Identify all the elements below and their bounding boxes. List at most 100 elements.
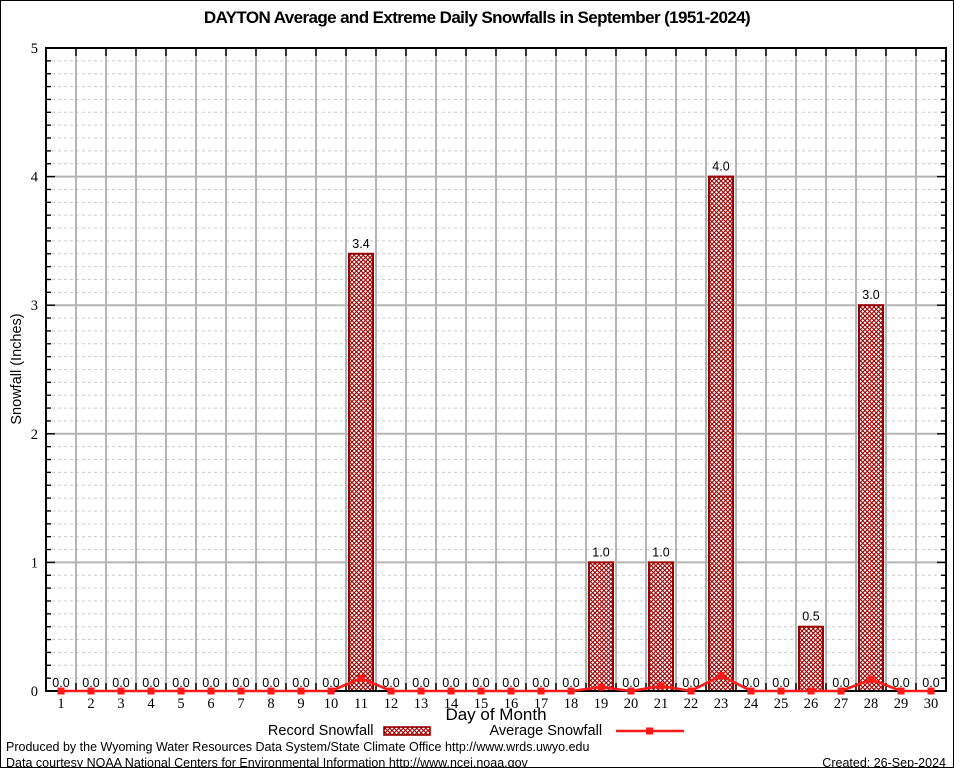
svg-text:2: 2 — [31, 427, 38, 443]
avg-marker-day-27 — [837, 687, 845, 695]
avg-marker-day-14 — [447, 687, 455, 695]
svg-text:0.0: 0.0 — [532, 676, 549, 690]
svg-text:25: 25 — [774, 696, 789, 712]
average-line-icon — [616, 727, 685, 735]
svg-text:4.0: 4.0 — [712, 160, 729, 174]
svg-text:0.0: 0.0 — [412, 676, 429, 690]
avg-marker-day-30 — [927, 687, 935, 695]
record-bar-day-19 — [588, 561, 614, 693]
average-line — [61, 674, 931, 693]
svg-text:2: 2 — [87, 696, 94, 712]
svg-text:0.0: 0.0 — [772, 676, 789, 690]
footer-produced-by: Produced by the Wyoming Water Resources … — [6, 740, 590, 754]
svg-text:19: 19 — [594, 696, 609, 712]
legend-record-label: Record Snowfall — [267, 723, 374, 739]
avg-marker-day-3 — [117, 687, 125, 695]
avg-marker-day-7 — [237, 687, 245, 695]
svg-text:1: 1 — [57, 696, 64, 712]
svg-text:13: 13 — [414, 696, 429, 712]
created-date: Created: 26-Sep-2024 — [822, 756, 946, 768]
svg-text:23: 23 — [714, 696, 729, 712]
svg-text:7: 7 — [237, 696, 244, 712]
svg-text:14: 14 — [444, 696, 459, 712]
avg-marker-day-20 — [627, 687, 635, 695]
svg-text:0.0: 0.0 — [112, 676, 129, 690]
svg-text:21: 21 — [654, 696, 669, 712]
svg-text:9: 9 — [297, 696, 304, 712]
svg-text:3.0: 3.0 — [862, 288, 879, 302]
avg-marker-day-9 — [297, 687, 305, 695]
avg-marker-day-10 — [327, 687, 335, 695]
svg-text:6: 6 — [207, 696, 214, 712]
svg-text:17: 17 — [534, 696, 549, 712]
avg-marker-day-22 — [687, 687, 695, 695]
avg-marker-day-12 — [387, 687, 395, 695]
avg-marker-day-5 — [177, 687, 185, 695]
svg-text:8: 8 — [267, 696, 274, 712]
svg-text:0.0: 0.0 — [442, 676, 459, 690]
svg-text:4: 4 — [147, 696, 155, 712]
svg-text:3: 3 — [31, 298, 38, 314]
svg-text:0: 0 — [31, 684, 38, 700]
svg-text:30: 30 — [924, 696, 939, 712]
svg-text:0.0: 0.0 — [52, 676, 69, 690]
footer-data-courtesy: Data courtesy NOAA National Centers for … — [6, 756, 528, 768]
svg-text:0.0: 0.0 — [922, 676, 939, 690]
avg-marker-day-1 — [57, 687, 65, 695]
svg-text:20: 20 — [624, 696, 639, 712]
record-swatch-icon — [383, 726, 432, 736]
svg-text:0.0: 0.0 — [832, 676, 849, 690]
y-tick-labels: 0 1 2 3 4 5 — [31, 41, 39, 700]
avg-marker-day-18 — [567, 687, 575, 695]
avg-marker-day-11 — [357, 674, 365, 682]
svg-text:5: 5 — [31, 41, 38, 57]
svg-text:3.4: 3.4 — [352, 237, 369, 251]
avg-marker-day-15 — [477, 687, 485, 695]
avg-marker-day-24 — [747, 687, 755, 695]
avg-marker-day-16 — [507, 687, 515, 695]
avg-marker-day-8 — [267, 687, 275, 695]
x-tick-labels: 1 2 3 4 5 6 7 8 9 10 11 12 13 14 15 16 17 18 19 20 21 22 23 24 2… — [57, 696, 938, 712]
avg-marker-day-21 — [657, 682, 665, 690]
svg-text:0.0: 0.0 — [682, 676, 699, 690]
svg-text:18: 18 — [564, 696, 579, 712]
svg-text:11: 11 — [354, 696, 368, 712]
svg-text:26: 26 — [804, 696, 819, 712]
svg-text:0.0: 0.0 — [562, 676, 579, 690]
svg-text:0.0: 0.0 — [502, 676, 519, 690]
svg-text:0.0: 0.0 — [262, 676, 279, 690]
record-value-labels: 0.0 0.0 0.0 0.0 0.0 0.0 0.0 0.0 0.0 0.0 3.4 0.0 0.0 0… — [52, 160, 939, 690]
svg-text:0.0: 0.0 — [322, 676, 339, 690]
record-bar-day-28 — [858, 304, 884, 692]
svg-text:0.5: 0.5 — [802, 610, 819, 624]
axis-ticks — [46, 47, 946, 692]
svg-text:1.0: 1.0 — [592, 545, 609, 559]
avg-marker-day-29 — [897, 687, 905, 695]
svg-text:1.0: 1.0 — [652, 545, 669, 559]
svg-text:3: 3 — [117, 696, 124, 712]
record-bar-day-23 — [708, 175, 734, 693]
avg-marker-day-6 — [207, 687, 215, 695]
svg-text:0.0: 0.0 — [622, 676, 639, 690]
svg-text:0.0: 0.0 — [142, 676, 159, 690]
legend-average-label: Average Snowfall — [489, 723, 603, 739]
avg-marker-day-28 — [867, 675, 875, 683]
record-bar-day-26 — [798, 625, 824, 693]
svg-text:28: 28 — [864, 696, 879, 712]
svg-text:0.0: 0.0 — [82, 676, 99, 690]
svg-text:5: 5 — [177, 696, 184, 712]
legend: Record Snowfall Average Snowfall — [1, 723, 953, 739]
svg-text:0.0: 0.0 — [202, 676, 219, 690]
avg-marker-day-13 — [417, 687, 425, 695]
svg-text:15: 15 — [474, 696, 489, 712]
record-bar-day-11 — [348, 252, 374, 692]
svg-text:24: 24 — [744, 696, 759, 712]
svg-text:1: 1 — [31, 555, 38, 571]
chart-title: DAYTON Average and Extreme Daily Snowfal… — [203, 8, 751, 27]
vertical-gridlines — [75, 48, 917, 691]
svg-text:0.0: 0.0 — [172, 676, 189, 690]
svg-text:27: 27 — [834, 696, 849, 712]
svg-text:4: 4 — [31, 170, 39, 186]
